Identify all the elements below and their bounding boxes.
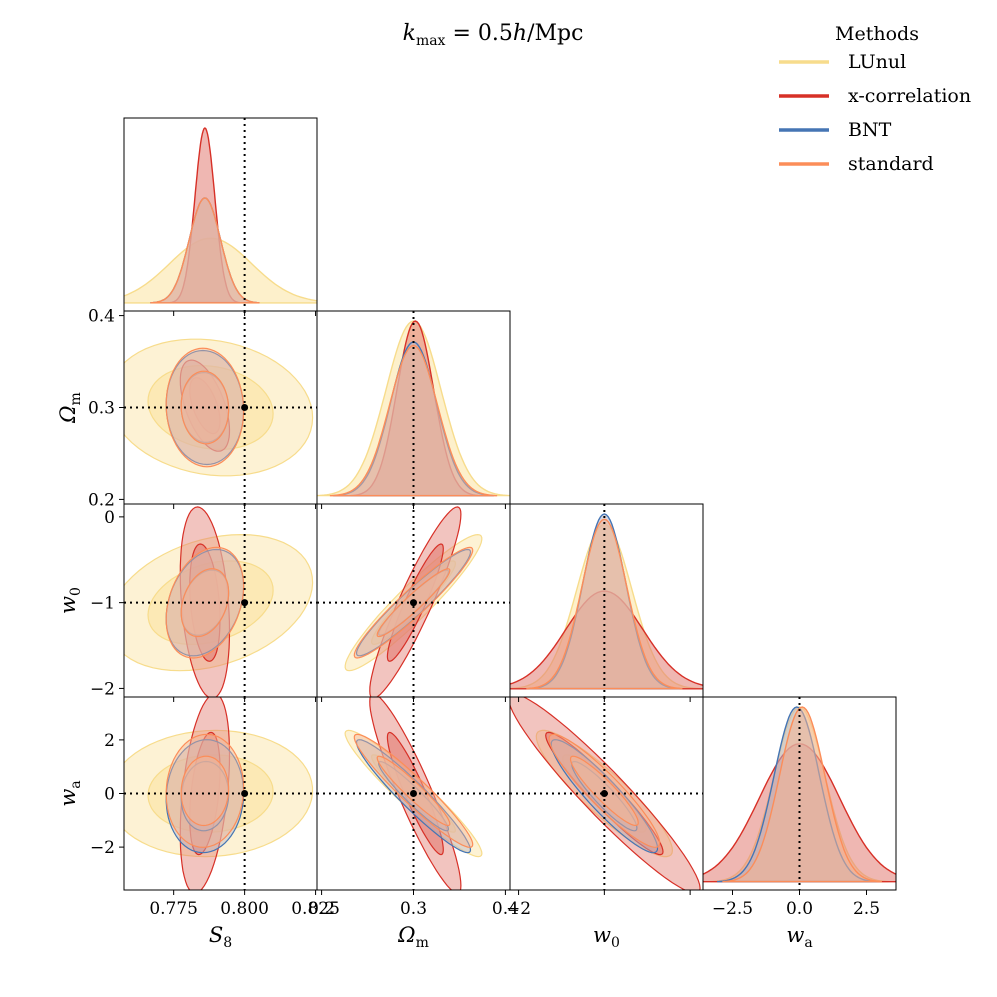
legend-label-BNT: BNT — [848, 119, 892, 141]
panel-2d-S8-Om — [123, 310, 318, 505]
fiducial-point-2d-Om-wa — [410, 790, 417, 797]
yaxis-label-Om: Ωm — [56, 392, 84, 424]
ytick-label-Om-2: 0.4 — [88, 307, 115, 327]
xaxis-label-w0: w0 — [593, 923, 620, 951]
chart-title: kmax = 0.5h/Mpc — [403, 21, 584, 49]
yaxis-label-wa: wa — [56, 780, 84, 806]
xtick-label-Om-2: 0.4 — [492, 899, 519, 919]
xaxis-label-S8: S8 — [209, 923, 232, 951]
legend-title: Methods — [835, 23, 919, 45]
panels-layer — [123, 117, 897, 891]
ytick-label-w0-2: 0 — [104, 508, 115, 528]
density-standard-wa — [722, 706, 882, 883]
contour-standard-S8-wa-68 — [180, 755, 230, 827]
panel-2d-w0-wa — [509, 696, 704, 891]
legend-label-standard: standard — [848, 153, 934, 175]
xtick-label-Om-0: 0.2 — [308, 899, 335, 919]
fiducial-point-2d-Om-w0 — [410, 599, 417, 607]
ytick-label-wa-2: 2 — [104, 731, 115, 751]
panel-1d-w0 — [509, 503, 704, 698]
axes-layer: 0.775 0.800 0.825 S8 0.2 0.3 0.4 Ωm −2 w0 −2.5 0.0 2… — [56, 307, 880, 951]
xaxis-label-Om: Ωm — [397, 923, 429, 951]
panel-2d-S8-w0 — [123, 503, 318, 698]
legend-entries: LUnul x-correlation BNT standard — [779, 51, 971, 175]
xaxis-label-wa: wa — [786, 923, 812, 951]
xtick-label-wa-1: 0.0 — [786, 899, 813, 919]
xtick-label-w0-0: −2 — [506, 899, 531, 919]
xtick-label-S8-1: 0.800 — [220, 899, 269, 919]
panel-1d-wa — [702, 696, 897, 891]
legend-label-x-correlation: x-correlation — [848, 85, 971, 107]
fiducial-point-2d-w0-wa — [600, 790, 608, 797]
xtick-label-Om-1: 0.3 — [400, 899, 427, 919]
xtick-label-wa-2: 2.5 — [853, 899, 880, 919]
xtick-label-S8-0: 0.775 — [149, 899, 198, 919]
panel-2d-Om-wa — [316, 696, 511, 891]
ytick-label-Om-1: 0.3 — [88, 399, 115, 419]
panel-2d-S8-wa — [123, 696, 318, 891]
ytick-label-wa-0: −2 — [90, 838, 115, 858]
ytick-label-wa-1: 0 — [104, 785, 115, 805]
fiducial-point-2d-S8-w0 — [241, 599, 249, 607]
xtick-label-wa-0: −2.5 — [712, 899, 753, 919]
yaxis-label-w0: w0 — [56, 587, 84, 614]
xtick-label-S8-2: 0.825 — [291, 899, 340, 919]
fiducial-point-2d-S8-Om — [241, 404, 249, 411]
panel-1d-Om — [316, 310, 511, 505]
legend-label-LUnul: LUnul — [848, 51, 906, 73]
density-standard-S8 — [150, 197, 260, 304]
ytick-label-w0-0: −2 — [90, 679, 115, 699]
panel-2d-Om-w0 — [316, 503, 511, 698]
ytick-label-w0-1: −1 — [90, 594, 115, 614]
fiducial-point-2d-S8-wa — [241, 790, 249, 797]
ytick-label-Om-0: 0.2 — [88, 490, 115, 510]
contour-standard-S8-w0-68 — [180, 568, 230, 638]
contour-standard-S8-Om-68 — [180, 370, 230, 445]
density-standard-w0 — [526, 518, 683, 690]
legend: Methods LUnul x-correlation BNT standard — [779, 23, 971, 175]
